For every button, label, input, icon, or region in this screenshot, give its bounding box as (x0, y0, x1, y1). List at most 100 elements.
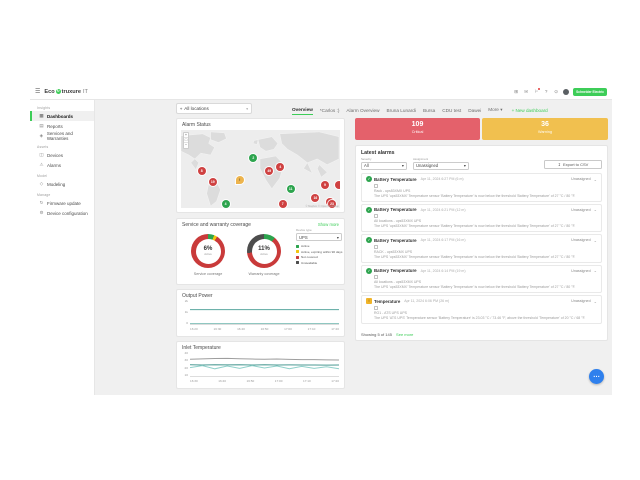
new-dashboard-button[interactable]: + New dashboard (511, 108, 548, 113)
dashboard-tab-label: CDU test (442, 108, 462, 113)
show-more-link[interactable]: Show more (317, 222, 339, 227)
dashboard-tab[interactable]: CDU test (442, 108, 461, 115)
more-tabs-dropdown[interactable]: More ▾ (488, 107, 503, 112)
expand-chevron-icon[interactable]: ⌄ (593, 298, 597, 304)
alarm-cluster-marker[interactable]: 7 (278, 200, 287, 208)
alarm-title: Battery Temperature (374, 207, 417, 213)
expand-chevron-icon[interactable]: ⌄ (593, 207, 597, 213)
severity-filter-select[interactable]: All ▾ (361, 161, 407, 170)
sidebar-section-label: Model (37, 174, 48, 178)
expand-chevron-icon[interactable]: ⌄ (593, 176, 597, 182)
assignment-filter: Assignment Unassigned ▾ (413, 157, 469, 170)
sidebar-item[interactable]: ▤ Reports (30, 121, 94, 131)
alarm-cluster-marker[interactable]: 23 (328, 200, 337, 208)
location-filter-dropdown[interactable]: ⌖ All locations ▾ (176, 103, 252, 114)
alarm-cluster-marker[interactable]: 2 (249, 154, 258, 163)
alarm-list-item[interactable]: ✓ Battery Temperature Apr 11, 2024 6:14 … (361, 264, 602, 294)
service-coverage-center-label: Active (204, 252, 212, 256)
service-coverage-center: 6% Active (195, 238, 221, 264)
apps-grid-icon[interactable]: ⊞ (514, 88, 519, 94)
location-pin-icon: ⌖ (180, 106, 183, 111)
alarm-cluster-marker[interactable] (335, 180, 340, 189)
map-zoom-button[interactable]: − (184, 143, 188, 147)
y-tick-label: 0 (186, 321, 188, 325)
alarm-description: The UPS 'ups53XMX' Temperature sensor 'B… (374, 285, 576, 290)
alarm-cluster-marker[interactable]: 9 (320, 180, 329, 189)
chevron-down-icon: ▾ (401, 163, 404, 168)
expand-chevron-icon[interactable]: ⌄ (593, 237, 597, 243)
alarm-timestamp: Apr 11, 2024 6:17 PM (16 m) (420, 238, 466, 243)
severity-filter: Severity All ▾ (361, 157, 407, 170)
x-tick-label: 16:50 (246, 379, 255, 383)
alarm-cluster-marker[interactable]: 4 (276, 162, 285, 171)
alarm-cluster-marker[interactable]: 4 (221, 200, 230, 208)
alarm-assignment-badge: Unassigned (571, 268, 591, 273)
alarm-severity-icon: ✓ (366, 206, 372, 213)
alarm-list-item[interactable]: ✓ Battery Temperature Apr 11, 2024 6:27 … (361, 173, 602, 202)
alarm-title: Temperature (374, 298, 401, 304)
x-tick-label: 16:30 (190, 379, 198, 383)
user-avatar[interactable] (563, 88, 570, 95)
schneider-electric-logo[interactable]: Schneider Electric (573, 87, 607, 96)
sidebar-item-icon: ▤ (39, 123, 44, 128)
alarm-device-path: All locations - ups53XMX UPS (374, 280, 422, 285)
notifications-icon[interactable]: ⚐ (534, 87, 541, 94)
alarm-assignment-badge: Unassigned (571, 207, 591, 212)
x-tick-label: 17:00 (284, 327, 292, 331)
assignment-filter-select[interactable]: Unassigned ▾ (413, 161, 469, 170)
dashboard-tab-label: Overview (292, 107, 313, 112)
alarm-cluster-marker[interactable]: 49 (265, 167, 274, 176)
expand-chevron-icon[interactable]: ⌄ (593, 268, 597, 274)
device-icon (374, 305, 378, 310)
messages-icon[interactable]: ✉ (524, 88, 529, 94)
output-power-card: Output Power 2k 1k 0 16:20 16:30 16:40 16:50 1… (176, 289, 345, 337)
alarm-item-header: ! Temperature Apr 11, 2024 6:06 PM (26 m… (366, 298, 597, 305)
alarm-item-header: ✓ Battery Temperature Apr 11, 2024 6:21 … (366, 206, 597, 213)
sidebar-item[interactable]: ↻ Firmware update (30, 198, 94, 208)
sidebar-item[interactable]: ◈ Services and Warranties (30, 131, 94, 141)
alarm-cluster-marker[interactable]: 16 (311, 193, 320, 202)
map-zoom-button[interactable]: + (184, 133, 188, 138)
alarm-list-item[interactable]: ✓ Battery Temperature Apr 11, 2024 6:17 … (361, 234, 602, 263)
alarm-list-item[interactable]: ! Temperature Apr 11, 2024 6:06 PM (26 m… (361, 295, 602, 324)
alarm-timestamp: Apr 11, 2024 6:27 PM (6 m) (420, 177, 464, 181)
help-icon[interactable]: ? (544, 89, 548, 94)
alarm-cluster-marker[interactable]: 19 (208, 178, 217, 187)
device-type-select[interactable]: UPS ▾ (296, 233, 342, 241)
see-more-link[interactable]: See more (396, 332, 414, 337)
dashboard-tab[interactable]: Bruna Lunardi (386, 108, 415, 115)
sidebar-item-label: Modeling (47, 181, 66, 187)
alarm-device-path: RO1 - ATS UPS UPS (374, 310, 407, 315)
sidebar-item[interactable]: ▦ Dashboards (30, 111, 94, 121)
warning-alarms-stat-card[interactable]: 36 Warning (482, 118, 608, 140)
sidebar-item[interactable]: ⚠ Alarms (30, 160, 94, 170)
map-zoom-button[interactable]: □ (184, 138, 188, 143)
export-to-csv-button[interactable]: ↧ Export to CSV (544, 160, 602, 169)
dashboard-tab[interactable]: Bursa (423, 108, 435, 115)
alarm-item-actions: Unassigned ⌄ (571, 177, 597, 182)
hamburger-menu-icon[interactable]: ☰ (35, 89, 41, 95)
chat-widget-button[interactable]: … (589, 369, 604, 384)
dashboard-tab[interactable]: Overview (292, 107, 313, 115)
alarm-timestamp: Apr 11, 2024 6:21 PM (12 m) (420, 207, 466, 212)
alarm-cluster-marker[interactable]: 11 (286, 185, 295, 194)
sidebar-item[interactable]: ◫ Devices (30, 150, 94, 160)
sidebar-item-icon: ◫ (39, 152, 44, 157)
dashboard-tab[interactable]: Alarm Overview (346, 108, 379, 115)
device-icon (374, 214, 378, 219)
sidebar-item[interactable]: ◇ Modeling (30, 179, 94, 189)
alarm-device-row (374, 244, 597, 249)
dashboard-tab[interactable]: Dawei (468, 108, 481, 115)
alarm-cluster-marker[interactable]: ! (235, 175, 244, 184)
alarm-list-item[interactable]: ✓ Battery Temperature Apr 11, 2024 6:21 … (361, 203, 602, 233)
settings-icon[interactable]: ⊙ (554, 88, 559, 94)
dashboard-tab[interactable]: *Carlos :) (320, 108, 340, 115)
legend-item: Unavailable (296, 261, 342, 265)
sidebar-item[interactable]: ⚙ Device configuration (30, 208, 94, 218)
y-tick-label: 1k (184, 310, 188, 314)
coverage-controls: Device type UPS ▾ Active Active, expirin… (296, 228, 342, 266)
critical-alarms-stat-card[interactable]: 109 Critical (355, 118, 480, 140)
alarm-cluster-marker[interactable]: 8 (197, 166, 206, 175)
